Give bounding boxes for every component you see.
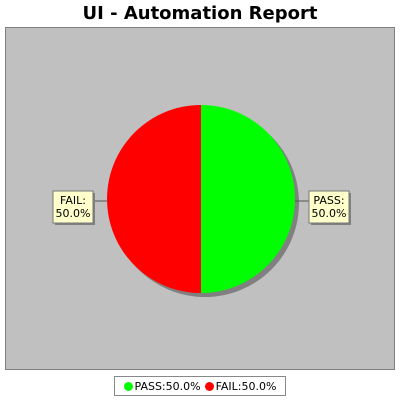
slice-label-pass: PASS: 50.0% bbox=[312, 194, 347, 220]
label-box-pass bbox=[308, 190, 350, 224]
legend-label-pass: PASS:50.0% bbox=[134, 379, 201, 393]
legend-label-fail: FAIL:50.0% bbox=[215, 379, 277, 393]
pie-chart: PASS: 50.0% FAIL: 50.0% bbox=[6, 28, 394, 369]
pie-slice-fail bbox=[107, 105, 201, 293]
label-box-fail bbox=[52, 190, 94, 224]
legend-swatch-pass bbox=[123, 381, 133, 391]
slice-label-fail: FAIL: 50.0% bbox=[56, 194, 91, 220]
chart-legend: PASS:50.0% FAIL:50.0% bbox=[114, 376, 286, 396]
plot-area: PASS: 50.0% FAIL: 50.0% bbox=[5, 27, 395, 370]
pie-slice-pass bbox=[201, 105, 295, 293]
chart-title: UI - Automation Report bbox=[82, 3, 318, 24]
legend-swatch-fail bbox=[204, 381, 214, 391]
legend-item-pass: PASS:50.0% bbox=[123, 379, 201, 393]
legend-item-fail: FAIL:50.0% bbox=[204, 379, 277, 393]
